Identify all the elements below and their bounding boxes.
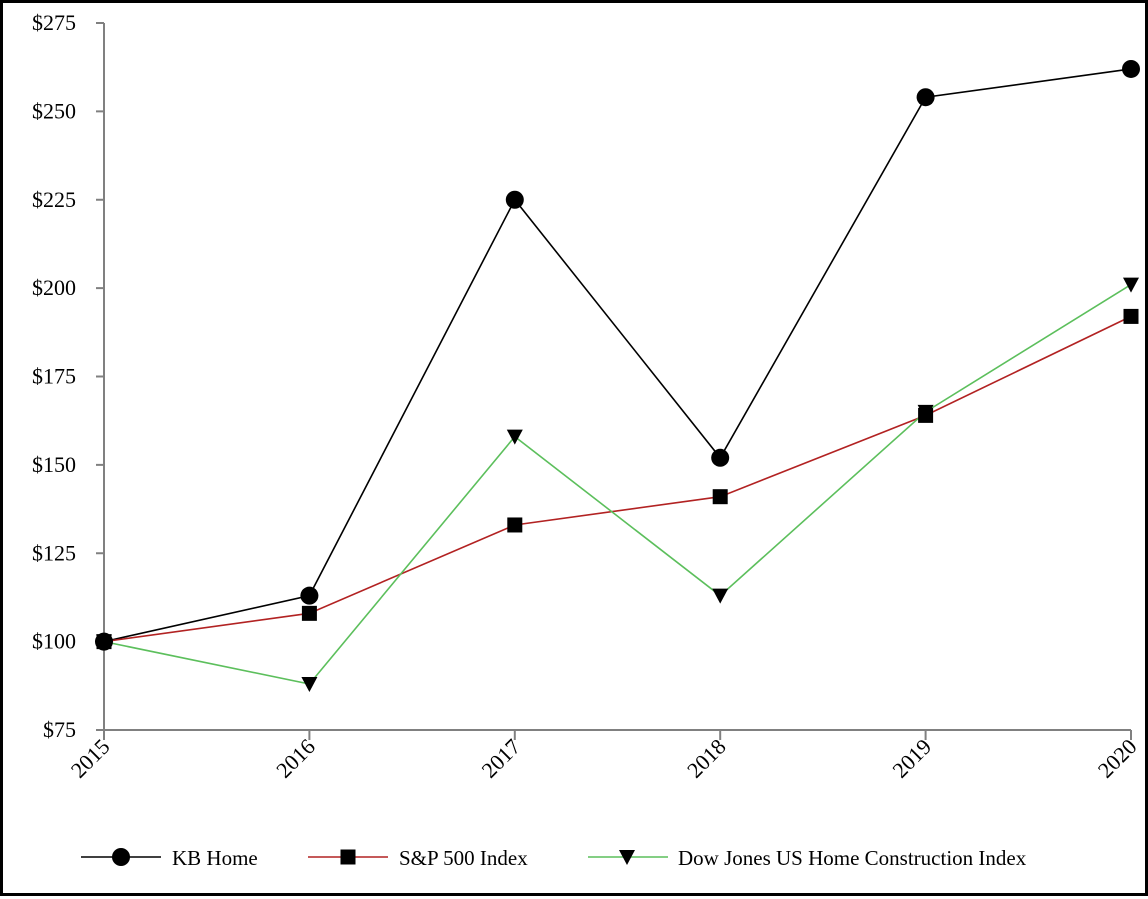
y-tick-label: $100 — [32, 629, 76, 654]
legend-marker-1 — [340, 849, 356, 865]
x-tick-label: 2018 — [682, 734, 731, 783]
data-point-series-1 — [1123, 308, 1139, 324]
data-point-series-0 — [916, 88, 935, 107]
x-tick-label: 2017 — [477, 734, 526, 783]
data-point-series-0 — [711, 448, 730, 467]
x-tick-label: 2020 — [1093, 734, 1142, 783]
legend-marker-2 — [619, 850, 635, 865]
legend-label-2: Dow Jones US Home Construction Index — [678, 846, 1027, 870]
legend: KB Home S&P 500 Index Dow Jones US Home Co… — [81, 846, 1027, 870]
data-point-series-1 — [301, 605, 317, 621]
data-point-series-1 — [507, 517, 523, 533]
data-point-series-2 — [506, 429, 523, 445]
series-markers — [95, 59, 1140, 693]
y-tick-label: $175 — [32, 364, 76, 389]
y-tick-label: $150 — [32, 452, 76, 477]
data-point-series-2 — [917, 404, 934, 420]
data-point-series-1 — [712, 489, 728, 505]
legend-label-0: KB Home — [172, 846, 258, 870]
legend-marker-0 — [112, 848, 130, 866]
data-point-series-0 — [300, 586, 319, 605]
data-point-series-2 — [1123, 277, 1139, 293]
series-line-2 — [103, 283, 1132, 685]
legend-label-1: S&P 500 Index — [399, 846, 528, 870]
series-line-1 — [103, 315, 1132, 643]
y-tick-label: $225 — [32, 187, 76, 212]
data-point-series-2 — [301, 677, 318, 693]
y-tick-label: $275 — [32, 10, 76, 35]
data-point-series-0 — [1122, 59, 1140, 78]
data-point-series-2 — [96, 634, 112, 650]
series-line-0 — [103, 68, 1132, 643]
series-lines — [103, 68, 1132, 685]
data-point-series-0 — [505, 190, 524, 209]
x-tick-label: 2016 — [271, 734, 320, 783]
x-tick-label: 2019 — [887, 734, 936, 783]
y-tick-label: $250 — [32, 98, 76, 123]
y-tick-label: $125 — [32, 540, 76, 565]
y-tick-label: $75 — [43, 717, 76, 742]
data-point-series-2 — [712, 588, 729, 604]
y-tick-label: $200 — [32, 275, 76, 300]
